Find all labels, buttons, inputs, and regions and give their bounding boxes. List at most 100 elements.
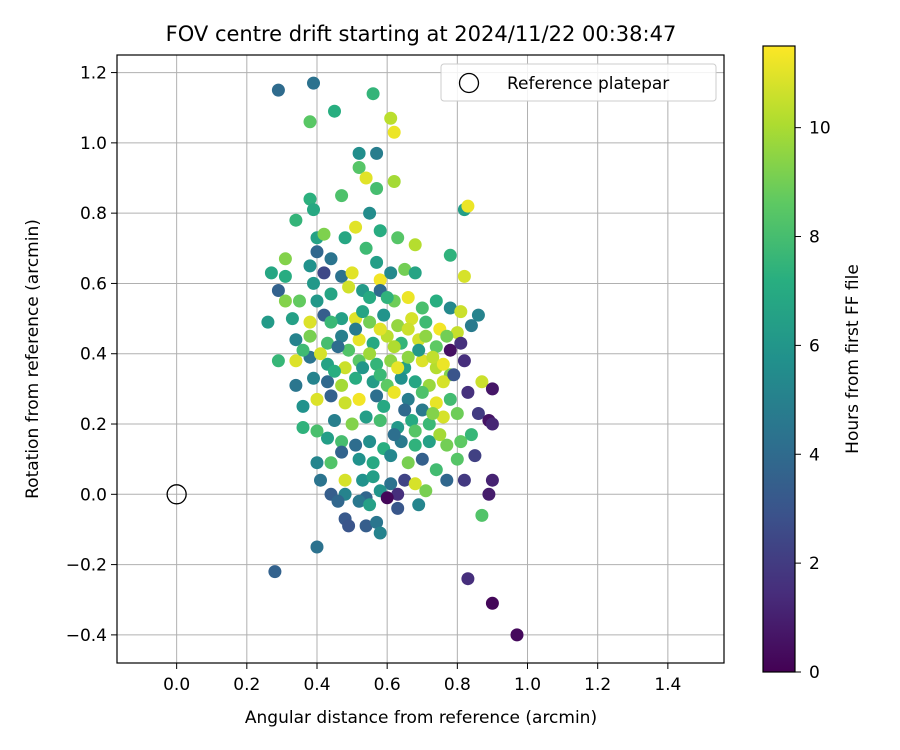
data-point (314, 473, 327, 487)
data-point (450, 452, 464, 466)
data-point (303, 315, 317, 329)
x-tick-label: 1.0 (514, 675, 541, 695)
data-point (363, 315, 377, 329)
colorbar: 0 2 4 6 8 10 Hours from first FF file (762, 45, 863, 683)
data-point (426, 407, 440, 420)
data-point (450, 407, 464, 420)
data-point (391, 231, 405, 245)
x-tick-label: 0.2 (233, 675, 260, 695)
data-point (408, 424, 422, 438)
data-point (370, 515, 384, 529)
data-point (429, 463, 443, 477)
data-point (384, 449, 398, 463)
data-point (363, 347, 377, 361)
chart-title: FOV centre drift starting at 2024/11/22 … (166, 22, 677, 46)
data-point (419, 315, 433, 329)
data-point (454, 336, 468, 350)
data-point (310, 392, 324, 406)
data-point (408, 477, 422, 491)
colorbar-tick-label: 2 (809, 554, 820, 574)
data-point (415, 301, 429, 315)
data-point (345, 417, 359, 431)
data-point (359, 241, 373, 255)
data-point (352, 452, 366, 466)
data-point (289, 333, 303, 347)
data-point (338, 396, 352, 410)
data-point (331, 494, 345, 508)
data-point (296, 343, 310, 357)
data-point (394, 371, 408, 385)
reference-platepar-marker (166, 484, 187, 505)
data-point (415, 354, 429, 368)
data-point (391, 487, 405, 501)
data-point (373, 322, 387, 336)
data-point (429, 294, 443, 308)
data-point (310, 245, 324, 259)
data-point (349, 371, 363, 385)
data-point (485, 382, 499, 396)
data-point (289, 354, 303, 368)
data-point (475, 375, 489, 389)
data-point (475, 508, 489, 522)
data-point (387, 125, 401, 139)
x-tick-label: 1.4 (654, 675, 681, 695)
data-point (335, 312, 349, 326)
data-point (443, 392, 457, 406)
data-point (373, 414, 387, 427)
data-point (366, 87, 380, 101)
data-point (454, 305, 468, 319)
data-point (391, 501, 405, 515)
data-point (366, 470, 380, 484)
data-points (261, 76, 524, 642)
data-point (415, 403, 429, 417)
data-point (401, 392, 415, 406)
y-tick-label: 1.2 (80, 64, 107, 84)
data-point (464, 428, 478, 442)
data-point (408, 375, 422, 389)
data-point (436, 357, 450, 371)
data-point (405, 414, 419, 427)
data-point (356, 473, 370, 487)
data-point (271, 284, 285, 297)
data-point (447, 368, 461, 382)
data-point (342, 280, 356, 294)
data-point (454, 435, 468, 449)
data-point (342, 343, 356, 357)
data-point (412, 498, 426, 512)
data-point (377, 308, 391, 322)
data-point (387, 428, 401, 442)
data-point (440, 473, 454, 487)
data-point (324, 252, 338, 266)
x-axis-ticks: 0.0 0.2 0.4 0.6 0.8 1.0 1.2 1.4 (163, 663, 681, 695)
data-point (335, 435, 349, 449)
data-point (349, 322, 363, 336)
x-tick-label: 1.2 (584, 675, 611, 695)
data-point (373, 273, 387, 287)
data-point (317, 266, 331, 280)
data-point (331, 340, 345, 354)
y-axis-label: Rotation from reference (arcmin) (23, 219, 43, 499)
data-point (293, 294, 306, 308)
data-point (264, 266, 278, 280)
data-point (303, 115, 317, 129)
data-point (285, 312, 299, 326)
data-point (387, 385, 401, 399)
data-point (436, 410, 450, 424)
data-point (384, 111, 398, 125)
data-point (443, 343, 457, 357)
data-point (335, 329, 349, 343)
legend-box (440, 63, 717, 102)
y-tick-label: 0.6 (80, 274, 107, 294)
data-point (412, 343, 426, 357)
data-point (370, 182, 384, 195)
legend: Reference platepar (440, 63, 717, 102)
data-point (419, 329, 433, 343)
data-point (335, 269, 349, 283)
legend-marker-icon (458, 72, 480, 94)
data-point (366, 336, 380, 350)
data-point (268, 565, 282, 579)
data-point (335, 445, 349, 459)
data-point (296, 421, 310, 434)
data-point (352, 161, 366, 174)
data-point (426, 350, 440, 364)
